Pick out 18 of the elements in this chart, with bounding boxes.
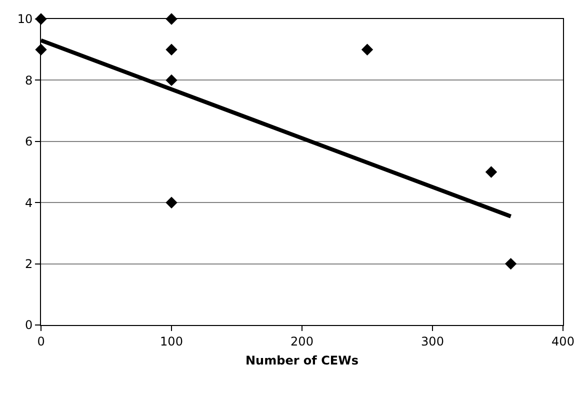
point	[166, 74, 178, 86]
y-tick-label: 8	[24, 73, 33, 88]
x-tick-label: 200	[290, 334, 314, 348]
y-tick-label: 0	[24, 318, 33, 332]
point	[361, 44, 374, 56]
x-tick-label: 300	[421, 334, 444, 348]
point	[485, 166, 498, 178]
point	[166, 44, 178, 56]
y-tick-label: 4	[24, 196, 33, 210]
y-tick-label: 2	[24, 257, 33, 271]
x-tick-label: 0	[37, 334, 45, 348]
y-tick-label: 6	[24, 134, 33, 149]
x-tick-label: 100	[160, 334, 183, 348]
point	[166, 196, 178, 208]
point	[504, 258, 517, 270]
x-tick-label: 400	[552, 334, 574, 348]
x-axis-title: Number of CEWs	[246, 353, 358, 368]
y-tick-label: 10	[17, 12, 33, 26]
